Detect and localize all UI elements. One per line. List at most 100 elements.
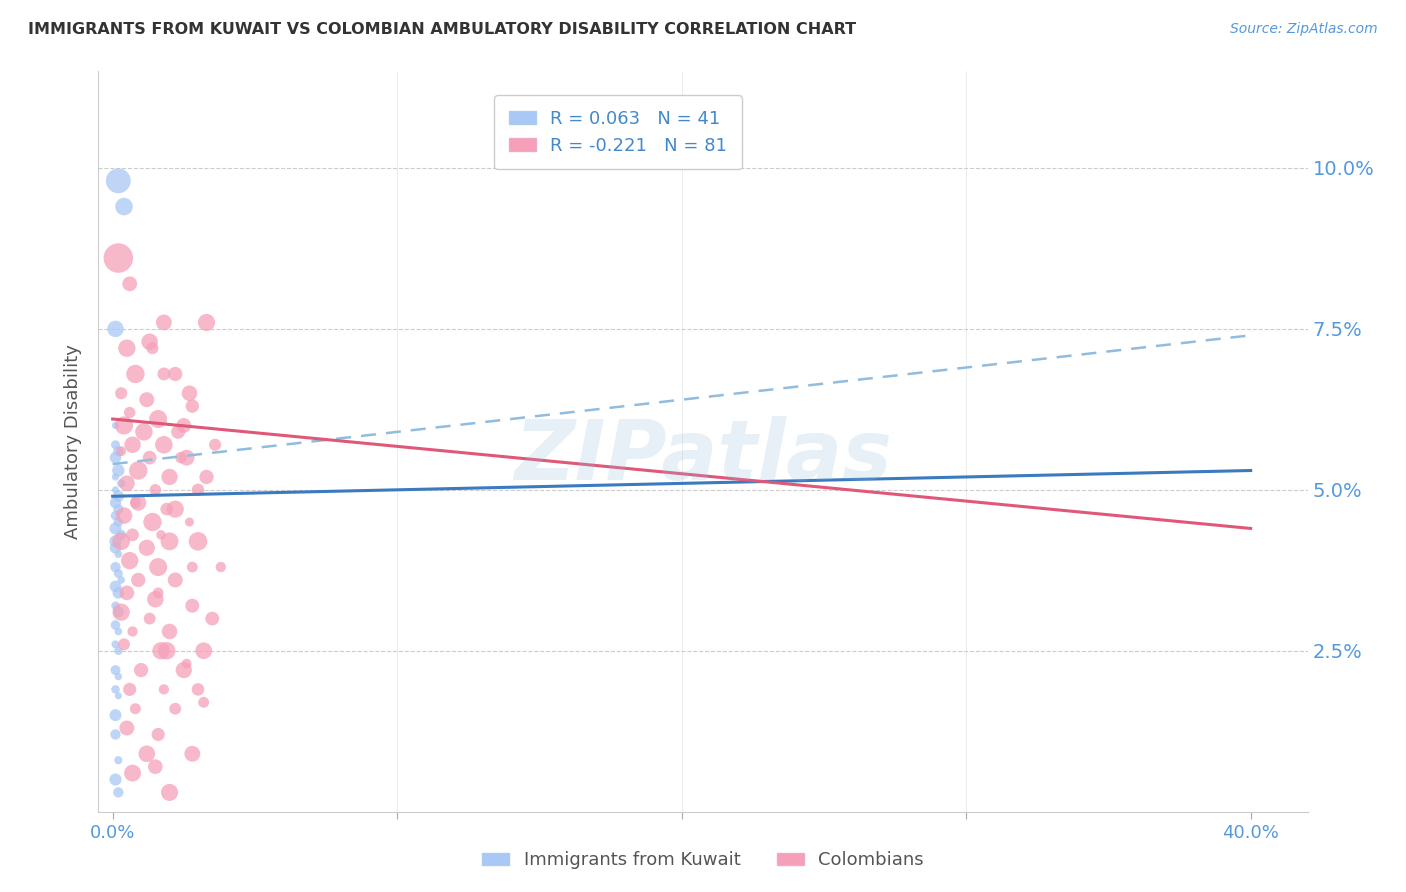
Point xyxy=(110,534,132,549)
Legend: Immigrants from Kuwait, Colombians: Immigrants from Kuwait, Colombians xyxy=(474,842,932,879)
Point xyxy=(112,637,135,651)
Point xyxy=(187,534,209,549)
Point xyxy=(176,657,198,671)
Point xyxy=(115,476,138,491)
Point xyxy=(167,425,190,439)
Point xyxy=(104,727,127,741)
Point xyxy=(143,759,166,773)
Point xyxy=(124,702,146,716)
Point xyxy=(146,727,169,741)
Point xyxy=(118,406,141,420)
Point xyxy=(135,747,157,761)
Point xyxy=(104,418,127,433)
Point xyxy=(104,521,127,535)
Point xyxy=(107,785,129,799)
Point xyxy=(104,470,127,484)
Point xyxy=(153,315,176,329)
Y-axis label: Ambulatory Disability: Ambulatory Disability xyxy=(65,344,83,539)
Point xyxy=(104,772,127,787)
Point xyxy=(104,560,127,574)
Point xyxy=(115,341,138,355)
Point xyxy=(107,444,129,458)
Point xyxy=(121,528,143,542)
Point xyxy=(209,560,232,574)
Point xyxy=(104,682,127,697)
Legend: R = 0.063   N = 41, R = -0.221   N = 81: R = 0.063 N = 41, R = -0.221 N = 81 xyxy=(495,95,742,169)
Point xyxy=(121,438,143,452)
Point xyxy=(107,689,129,703)
Point xyxy=(121,624,143,639)
Point xyxy=(112,508,135,523)
Point xyxy=(129,663,152,677)
Point xyxy=(150,644,173,658)
Point xyxy=(135,541,157,555)
Point xyxy=(118,554,141,568)
Point xyxy=(138,334,160,349)
Point xyxy=(104,322,127,336)
Point xyxy=(153,367,176,381)
Point xyxy=(107,515,129,529)
Point xyxy=(156,644,179,658)
Point xyxy=(127,463,149,477)
Point xyxy=(159,470,181,484)
Point xyxy=(104,708,127,723)
Point xyxy=(124,496,146,510)
Point xyxy=(107,586,129,600)
Text: ZIPatlas: ZIPatlas xyxy=(515,416,891,497)
Point xyxy=(110,573,132,587)
Point xyxy=(138,611,160,625)
Text: Source: ZipAtlas.com: Source: ZipAtlas.com xyxy=(1230,22,1378,37)
Point xyxy=(104,508,127,523)
Point xyxy=(165,702,187,716)
Point xyxy=(104,637,127,651)
Point xyxy=(132,425,155,439)
Point xyxy=(181,560,204,574)
Point xyxy=(187,483,209,497)
Point xyxy=(201,611,224,625)
Point xyxy=(107,502,129,516)
Point xyxy=(141,341,163,355)
Point xyxy=(104,541,127,555)
Point xyxy=(104,534,127,549)
Point xyxy=(181,399,204,413)
Point xyxy=(104,483,127,497)
Point xyxy=(104,618,127,632)
Point xyxy=(107,251,129,265)
Point xyxy=(104,599,127,613)
Point xyxy=(165,367,187,381)
Point xyxy=(115,586,138,600)
Point xyxy=(110,444,132,458)
Point xyxy=(135,392,157,407)
Point xyxy=(193,644,215,658)
Point xyxy=(150,528,173,542)
Point xyxy=(107,624,129,639)
Point xyxy=(118,277,141,291)
Point xyxy=(107,547,129,561)
Point xyxy=(204,438,226,452)
Point xyxy=(159,785,181,799)
Point xyxy=(165,573,187,587)
Point xyxy=(127,573,149,587)
Text: IMMIGRANTS FROM KUWAIT VS COLOMBIAN AMBULATORY DISABILITY CORRELATION CHART: IMMIGRANTS FROM KUWAIT VS COLOMBIAN AMBU… xyxy=(28,22,856,37)
Point xyxy=(181,747,204,761)
Point xyxy=(107,644,129,658)
Point xyxy=(121,766,143,780)
Point xyxy=(146,586,169,600)
Point xyxy=(195,315,218,329)
Point xyxy=(153,438,176,452)
Point xyxy=(118,682,141,697)
Point xyxy=(110,605,132,619)
Point xyxy=(143,592,166,607)
Point xyxy=(107,174,129,188)
Point xyxy=(173,663,195,677)
Point xyxy=(104,579,127,593)
Point xyxy=(156,502,179,516)
Point xyxy=(112,418,135,433)
Point xyxy=(173,418,195,433)
Point xyxy=(110,528,132,542)
Point xyxy=(112,200,135,214)
Point xyxy=(107,605,129,619)
Point xyxy=(193,695,215,709)
Point xyxy=(107,753,129,767)
Point xyxy=(146,412,169,426)
